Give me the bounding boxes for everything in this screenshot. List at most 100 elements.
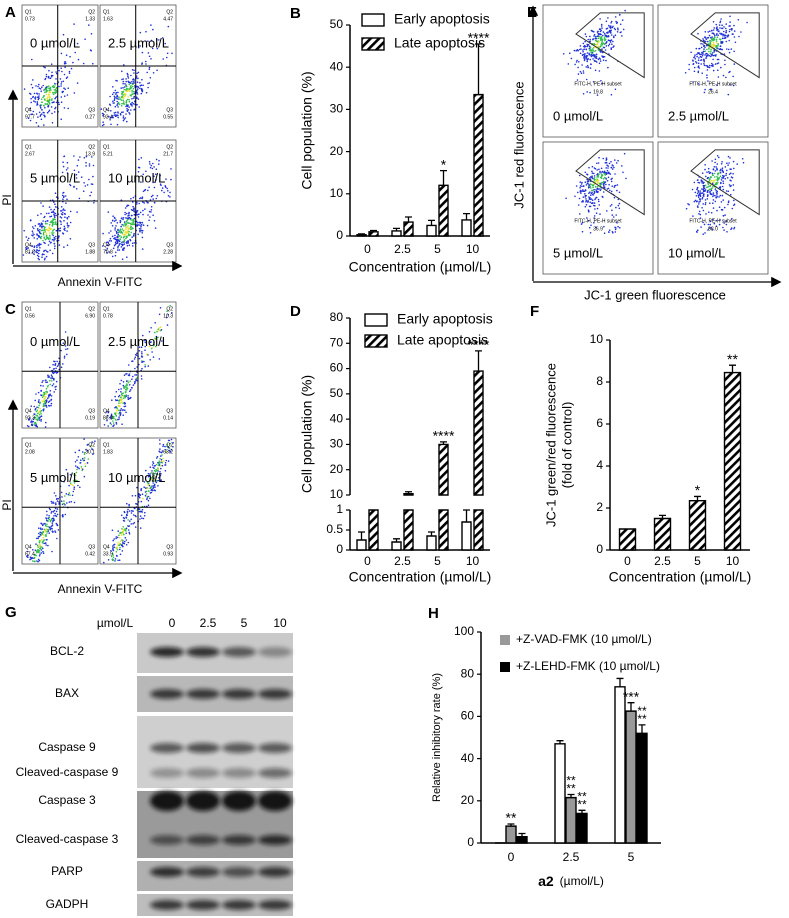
x-tick-label: 5 xyxy=(434,554,441,568)
event-dot xyxy=(594,50,597,52)
event-dot xyxy=(137,166,140,169)
event-dot xyxy=(132,92,135,95)
quadrant-value: 1.88 xyxy=(85,249,95,255)
event-dot xyxy=(86,444,89,446)
event-dot xyxy=(130,512,133,514)
event-dot xyxy=(119,413,122,416)
event-dot xyxy=(36,551,38,554)
event-dot xyxy=(141,236,144,239)
event-dot xyxy=(700,63,702,65)
event-dot xyxy=(610,29,612,32)
event-dot xyxy=(122,381,125,383)
event-dot xyxy=(37,250,40,252)
event-dot xyxy=(128,533,131,535)
event-dot xyxy=(31,58,33,61)
event-dot xyxy=(608,24,610,27)
event-dot xyxy=(51,517,54,520)
event-dot xyxy=(89,194,91,197)
event-dot xyxy=(25,246,27,249)
event-dot xyxy=(599,170,601,173)
event-dot xyxy=(729,157,731,159)
event-dot xyxy=(604,171,607,174)
event-dot xyxy=(595,189,597,191)
event-dot xyxy=(579,52,582,55)
event-dot xyxy=(46,399,48,401)
event-dot xyxy=(64,229,66,232)
event-dot xyxy=(41,532,43,535)
event-dot xyxy=(49,379,51,382)
event-dot xyxy=(618,191,621,194)
event-dot xyxy=(140,181,142,183)
y-tick-label: 30 xyxy=(330,437,344,451)
event-dot xyxy=(154,489,156,492)
event-dot xyxy=(605,158,608,161)
event-dot xyxy=(38,535,41,538)
event-dot xyxy=(55,71,57,73)
event-dot xyxy=(706,198,709,200)
event-dot xyxy=(134,100,136,103)
event-dot xyxy=(577,204,580,206)
event-dot xyxy=(589,58,591,61)
event-dot xyxy=(693,56,696,58)
event-dot xyxy=(56,523,58,526)
event-dot xyxy=(126,72,129,75)
event-dot xyxy=(710,50,712,52)
event-dot xyxy=(596,173,599,175)
event-dot xyxy=(120,246,123,248)
event-dot xyxy=(39,401,42,404)
event-dot xyxy=(38,532,40,535)
event-dot xyxy=(66,224,69,226)
event-dot xyxy=(570,57,573,60)
event-dot xyxy=(157,328,159,331)
event-dot xyxy=(732,84,735,87)
legend-label: Early apoptosis xyxy=(394,11,490,27)
event-dot xyxy=(66,230,68,232)
event-dot xyxy=(75,188,78,190)
event-dot xyxy=(711,29,713,32)
gate-name: FITC-H, PE-H subset xyxy=(574,219,622,225)
event-dot xyxy=(40,523,43,525)
event-dot xyxy=(729,15,731,18)
event-dot xyxy=(601,56,604,58)
event-dot xyxy=(32,79,34,81)
event-dot xyxy=(125,373,127,375)
event-dot xyxy=(583,44,586,47)
event-dot xyxy=(609,39,612,42)
event-dot xyxy=(584,171,587,174)
event-dot xyxy=(594,54,596,57)
x-tick-label: 2.5 xyxy=(394,554,411,568)
event-dot xyxy=(53,208,56,211)
event-dot xyxy=(596,169,598,171)
event-dot xyxy=(130,109,132,111)
quadrant-name: Q2 xyxy=(166,9,173,15)
event-dot xyxy=(135,85,138,88)
event-dot xyxy=(152,162,154,165)
event-dot xyxy=(148,82,151,84)
event-dot xyxy=(121,534,123,537)
event-dot xyxy=(596,162,598,165)
event-dot xyxy=(38,541,41,544)
event-dot xyxy=(113,112,116,114)
event-dot xyxy=(117,101,120,104)
event-dot xyxy=(127,75,129,78)
event-dot xyxy=(83,451,86,454)
event-dot xyxy=(707,80,709,82)
event-dot xyxy=(144,339,146,342)
event-dot xyxy=(48,212,50,215)
gate xyxy=(690,149,760,216)
bar xyxy=(636,732,648,844)
event-dot xyxy=(604,38,607,41)
event-dot xyxy=(157,485,159,487)
event-dot xyxy=(43,237,46,240)
event-dot xyxy=(145,170,147,173)
x-axis-label: Annexin V-FITC xyxy=(58,582,143,596)
event-dot xyxy=(712,194,715,196)
event-dot xyxy=(124,529,126,532)
event-dot xyxy=(60,83,62,85)
event-dot xyxy=(599,171,601,174)
error-bar xyxy=(463,509,470,522)
event-dot xyxy=(581,221,584,224)
event-dot xyxy=(710,64,713,67)
event-dot xyxy=(158,163,160,165)
event-dot xyxy=(584,196,586,198)
